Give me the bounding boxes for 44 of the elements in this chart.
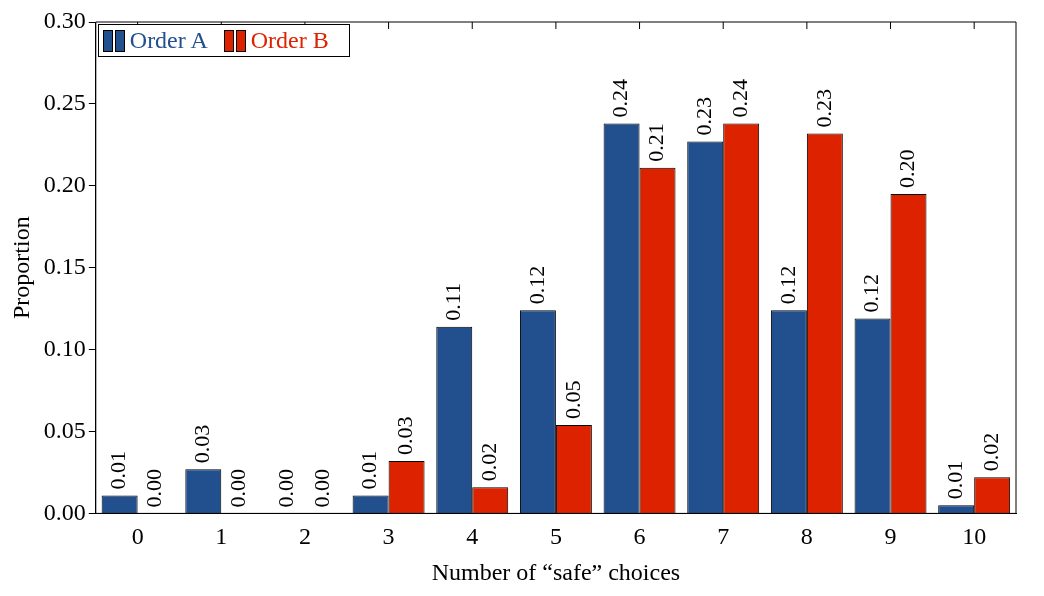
y-tick-label: 0.00	[43, 498, 86, 525]
x-tick-label: 7	[717, 523, 730, 550]
data-label: 0.05	[559, 380, 585, 419]
y-tick-label: 0.05	[43, 416, 86, 443]
data-label: 0.00	[141, 468, 167, 508]
data-label: 0.00	[308, 468, 334, 508]
data-label: 0.01	[941, 460, 967, 500]
text: Order A	[129, 27, 208, 54]
data-label: 0.24	[607, 79, 633, 118]
x-tick-label: 6	[633, 523, 646, 550]
y-tick-label: 0.25	[43, 89, 86, 116]
data-label: 0.02	[977, 432, 1003, 472]
x-tick-label: 0	[131, 523, 144, 550]
y-tick-label: 0.10	[43, 334, 86, 361]
x-tick-label: 3	[382, 523, 395, 550]
data-label: 0.23	[691, 97, 716, 136]
x-tick-label: 5	[549, 523, 562, 550]
data-label: 0.23	[810, 88, 836, 128]
data-label: 0.02	[476, 442, 502, 482]
y-axis-title: Proportion	[7, 216, 34, 320]
data-label: 0.12	[523, 265, 549, 305]
x-tick-label: 9	[884, 523, 897, 550]
x-tick-label: 8	[800, 523, 813, 550]
y-tick-label: 0.15	[43, 253, 86, 279]
x-tick-label: 1	[215, 523, 228, 550]
y-tick-label: 0.30	[43, 7, 86, 34]
data-label: 0.24	[726, 79, 752, 118]
x-tick-label: 2	[298, 523, 311, 550]
data-label: 0.00	[272, 468, 298, 508]
data-label: 0.03	[392, 416, 418, 455]
x-tick-label: 10	[962, 523, 987, 550]
x-tick-label: 4	[466, 523, 479, 550]
data-label: 0.12	[858, 273, 884, 313]
data-label: 0.01	[356, 450, 382, 490]
data-label: 0.01	[105, 450, 131, 490]
legend-label: Order B	[250, 27, 329, 54]
data-label: 0.00	[225, 468, 251, 508]
data-label: 0.21	[643, 123, 669, 162]
y-tick-label: 0.20	[43, 171, 86, 198]
data-label: 0.12	[774, 265, 800, 305]
data-label: 0.11	[440, 282, 466, 321]
data-label: 0.20	[894, 149, 920, 188]
x-axis-title: Number of “safe” choices	[431, 558, 681, 585]
data-label: 0.03	[189, 424, 215, 464]
